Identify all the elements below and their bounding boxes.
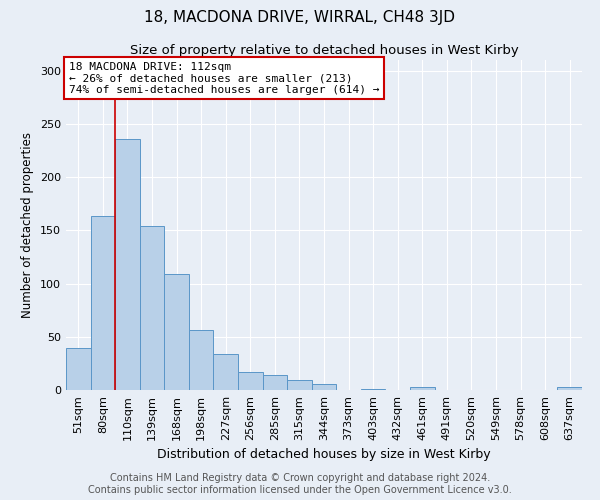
Bar [140,226,164,390]
Bar [214,354,238,390]
Bar [164,274,189,390]
Bar [312,384,336,390]
X-axis label: Distribution of detached houses by size in West Kirby: Distribution of detached houses by size … [157,448,491,462]
Bar [189,330,214,390]
Bar [557,387,582,390]
Text: 18, MACDONA DRIVE, WIRRAL, CH48 3JD: 18, MACDONA DRIVE, WIRRAL, CH48 3JD [145,10,455,25]
Bar [66,348,91,390]
Bar [287,380,312,390]
Bar [91,216,115,390]
Bar [238,372,263,390]
Bar [410,387,434,390]
Bar [361,389,385,390]
Text: Contains HM Land Registry data © Crown copyright and database right 2024.
Contai: Contains HM Land Registry data © Crown c… [88,474,512,495]
Y-axis label: Number of detached properties: Number of detached properties [22,132,34,318]
Bar [263,375,287,390]
Bar [115,139,140,390]
Text: 18 MACDONA DRIVE: 112sqm
← 26% of detached houses are smaller (213)
74% of semi-: 18 MACDONA DRIVE: 112sqm ← 26% of detach… [68,62,379,95]
Title: Size of property relative to detached houses in West Kirby: Size of property relative to detached ho… [130,44,518,58]
